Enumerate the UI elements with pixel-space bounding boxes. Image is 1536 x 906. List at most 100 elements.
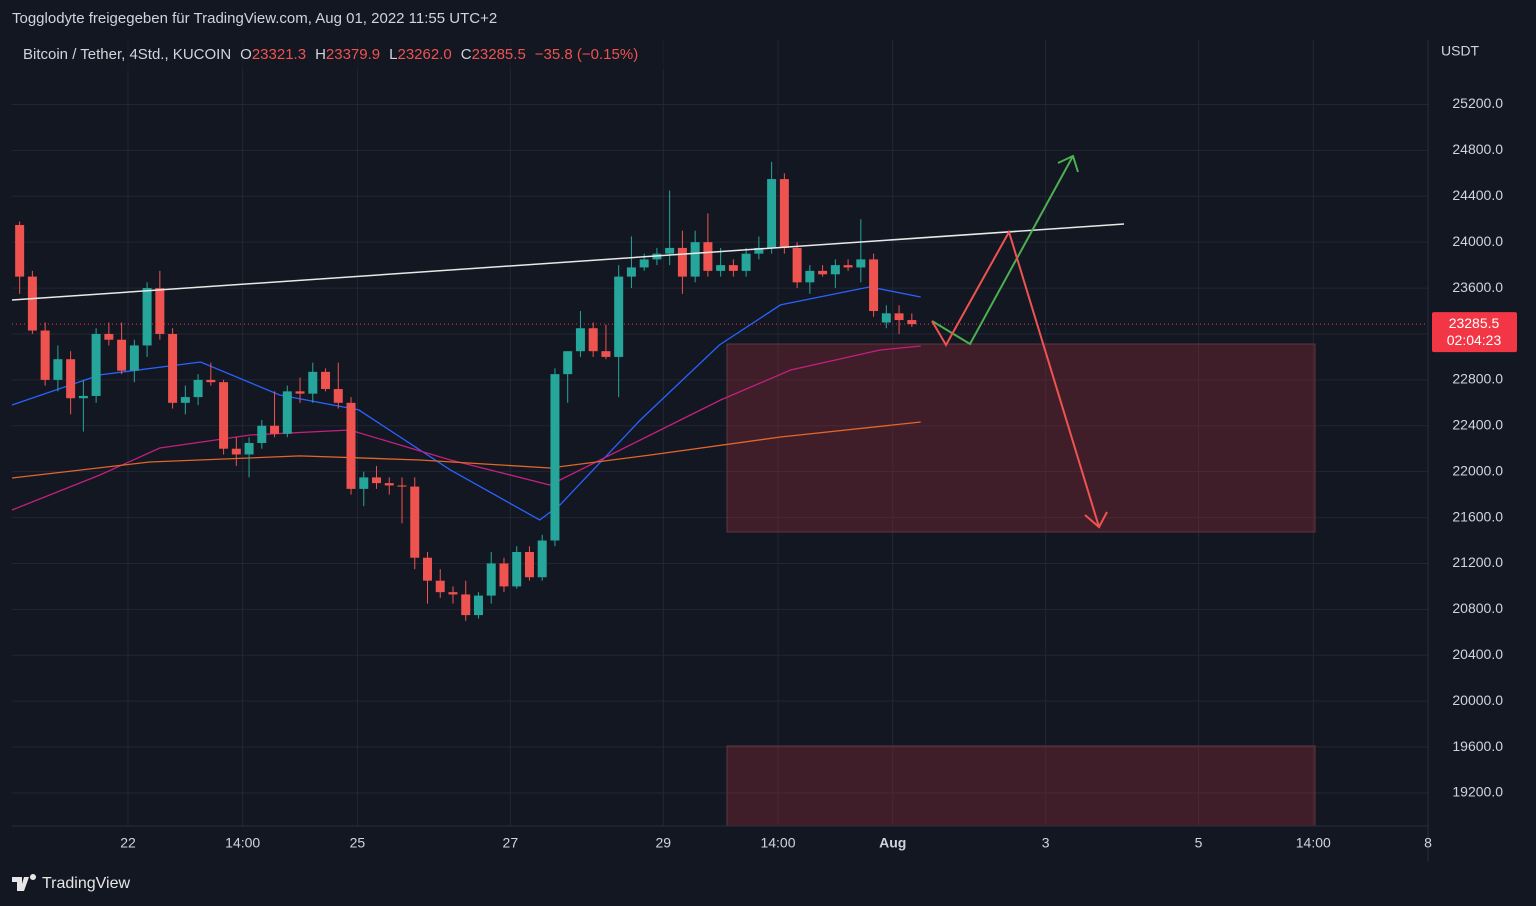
arrow-head xyxy=(1084,511,1108,529)
candle-body xyxy=(104,333,114,340)
y-unit: USDT xyxy=(1441,43,1480,59)
candle-body xyxy=(333,389,343,403)
candle-body xyxy=(231,448,241,455)
last-price-box xyxy=(1432,312,1517,353)
zone-box xyxy=(726,343,1316,533)
x-tick-label: 14:00 xyxy=(760,835,795,851)
candle-body xyxy=(282,391,292,434)
candle-body xyxy=(461,594,471,616)
moving-average xyxy=(11,286,921,521)
y-tick-label: 25200.0 xyxy=(1452,95,1503,111)
x-tick-label: Aug xyxy=(879,835,906,851)
candle-body xyxy=(843,265,853,268)
x-tick-label: 3 xyxy=(1042,835,1050,851)
ohlc-value: 23321.3 xyxy=(252,46,306,63)
candle-body xyxy=(321,371,331,390)
candle-body xyxy=(308,371,318,394)
change: −35.8 (−0.15%) xyxy=(535,46,638,63)
y-tick-label: 19600.0 xyxy=(1452,738,1503,754)
y-tick-label: 22800.0 xyxy=(1452,371,1503,387)
candle-body xyxy=(410,486,420,558)
y-tick-label: 22400.0 xyxy=(1452,416,1503,432)
y-tick-label: 22000.0 xyxy=(1452,462,1503,478)
ohlc-label: H xyxy=(315,46,326,63)
ohlc-label: C xyxy=(461,46,472,63)
candle-body xyxy=(346,402,356,489)
candle-body xyxy=(601,351,611,357)
bear-path xyxy=(931,229,1100,528)
candle-body xyxy=(473,595,483,616)
candle-body xyxy=(142,288,152,346)
candle-body xyxy=(206,379,216,383)
y-tick-label: 24000.0 xyxy=(1452,233,1503,249)
logo: TradingView xyxy=(12,874,130,892)
candle-body xyxy=(295,391,305,394)
x-tick-label: 5 xyxy=(1195,835,1203,851)
candle-body xyxy=(435,580,445,593)
y-tick-label: 21200.0 xyxy=(1452,554,1503,570)
candle-body xyxy=(894,313,904,321)
ohlc-value: 23262.0 xyxy=(397,46,451,63)
brand: TradingView xyxy=(42,875,130,892)
moving-average xyxy=(11,421,921,479)
candle-body xyxy=(677,247,687,277)
candle-body xyxy=(754,247,764,254)
candle-body xyxy=(257,425,267,443)
x-tick-label: 22 xyxy=(120,835,136,851)
candle-body xyxy=(907,320,917,325)
legend-bg xyxy=(14,40,704,70)
logo-icon xyxy=(12,874,36,891)
x-tick-label: 14:00 xyxy=(225,835,260,851)
candle-body xyxy=(716,265,726,271)
last-price-label: 23285.5 xyxy=(1449,315,1500,331)
x-tick-label: 27 xyxy=(503,835,519,851)
ohlc-label: L xyxy=(389,46,397,63)
candle-body xyxy=(270,425,280,434)
candle-body xyxy=(767,179,777,248)
candle-body xyxy=(193,379,203,398)
candle-body xyxy=(91,333,101,396)
candle-body xyxy=(422,557,432,581)
trendline xyxy=(11,223,1125,301)
y-tick-label: 24800.0 xyxy=(1452,141,1503,157)
candle-body xyxy=(869,259,879,312)
candle-body xyxy=(40,330,50,380)
countdown: 02:04:23 xyxy=(1447,332,1502,348)
candle-body xyxy=(588,328,598,352)
x-tick-label: 14:00 xyxy=(1296,835,1331,851)
candle-body xyxy=(728,265,738,271)
share-text: Togglodyte freigegeben für TradingView.c… xyxy=(12,10,497,27)
legend: Bitcoin / Tether, 4Std., KUCOIN O23321.3 H… xyxy=(23,46,638,63)
y-tick-label: 23600.0 xyxy=(1452,279,1503,295)
candle-body xyxy=(66,359,76,399)
candle-body xyxy=(639,259,649,268)
y-tick-label: 21600.0 xyxy=(1452,508,1503,524)
candle-body xyxy=(499,563,509,587)
symbol: Bitcoin / Tether, 4Std., KUCOIN xyxy=(23,46,231,63)
candle-body xyxy=(129,345,139,371)
candle-body xyxy=(53,359,63,380)
candle-body xyxy=(881,313,891,323)
candle-body xyxy=(524,551,534,578)
candle-body xyxy=(818,270,828,275)
ohlc-label: O xyxy=(240,46,252,63)
candle-body xyxy=(830,265,840,275)
x-tick-label: 25 xyxy=(350,835,366,851)
candle-body xyxy=(537,540,547,578)
candle-body xyxy=(372,477,382,484)
candle-body xyxy=(690,242,700,277)
y-tick-label: 24400.0 xyxy=(1452,187,1503,203)
candle-body xyxy=(512,551,522,587)
candle-body xyxy=(665,247,675,254)
candle-body xyxy=(614,276,624,357)
candle-body xyxy=(359,477,369,489)
candle-body xyxy=(779,179,789,248)
x-tick-label: 29 xyxy=(655,835,671,851)
arrow-head xyxy=(1057,154,1079,173)
candle-body xyxy=(244,442,254,455)
candle-body xyxy=(27,276,37,331)
candle-body xyxy=(741,253,751,271)
candle-body xyxy=(384,483,394,486)
